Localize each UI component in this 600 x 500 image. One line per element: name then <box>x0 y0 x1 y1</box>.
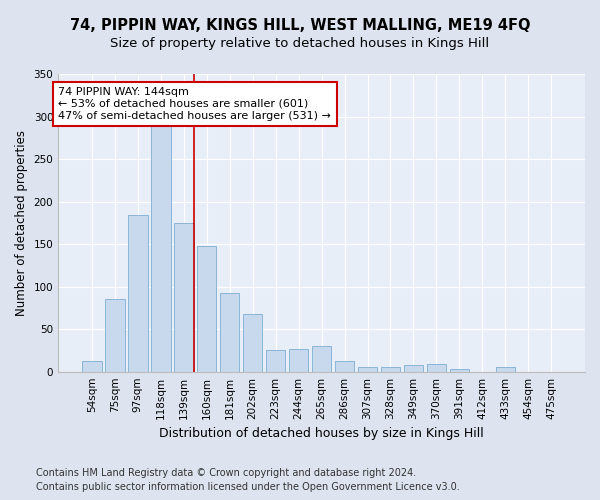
Bar <box>381 366 400 372</box>
Text: 74, PIPPIN WAY, KINGS HILL, WEST MALLING, ME19 4FQ: 74, PIPPIN WAY, KINGS HILL, WEST MALLING… <box>70 18 530 32</box>
Bar <box>105 298 125 372</box>
Bar <box>289 348 308 372</box>
Text: 74 PIPPIN WAY: 144sqm
← 53% of detached houses are smaller (601)
47% of semi-det: 74 PIPPIN WAY: 144sqm ← 53% of detached … <box>58 88 331 120</box>
Bar <box>174 223 194 372</box>
Bar <box>151 125 170 372</box>
Text: Contains public sector information licensed under the Open Government Licence v3: Contains public sector information licen… <box>36 482 460 492</box>
Bar <box>197 246 217 372</box>
Bar <box>243 314 262 372</box>
Bar <box>496 366 515 372</box>
Text: Size of property relative to detached houses in Kings Hill: Size of property relative to detached ho… <box>110 38 490 51</box>
Bar <box>128 215 148 372</box>
Bar <box>404 365 423 372</box>
Bar <box>335 360 355 372</box>
X-axis label: Distribution of detached houses by size in Kings Hill: Distribution of detached houses by size … <box>159 427 484 440</box>
Bar <box>427 364 446 372</box>
Bar <box>312 346 331 372</box>
Bar <box>220 292 239 372</box>
Bar <box>82 362 101 372</box>
Y-axis label: Number of detached properties: Number of detached properties <box>15 130 28 316</box>
Bar <box>449 369 469 372</box>
Text: Contains HM Land Registry data © Crown copyright and database right 2024.: Contains HM Land Registry data © Crown c… <box>36 468 416 477</box>
Bar <box>358 368 377 372</box>
Bar <box>266 350 286 372</box>
